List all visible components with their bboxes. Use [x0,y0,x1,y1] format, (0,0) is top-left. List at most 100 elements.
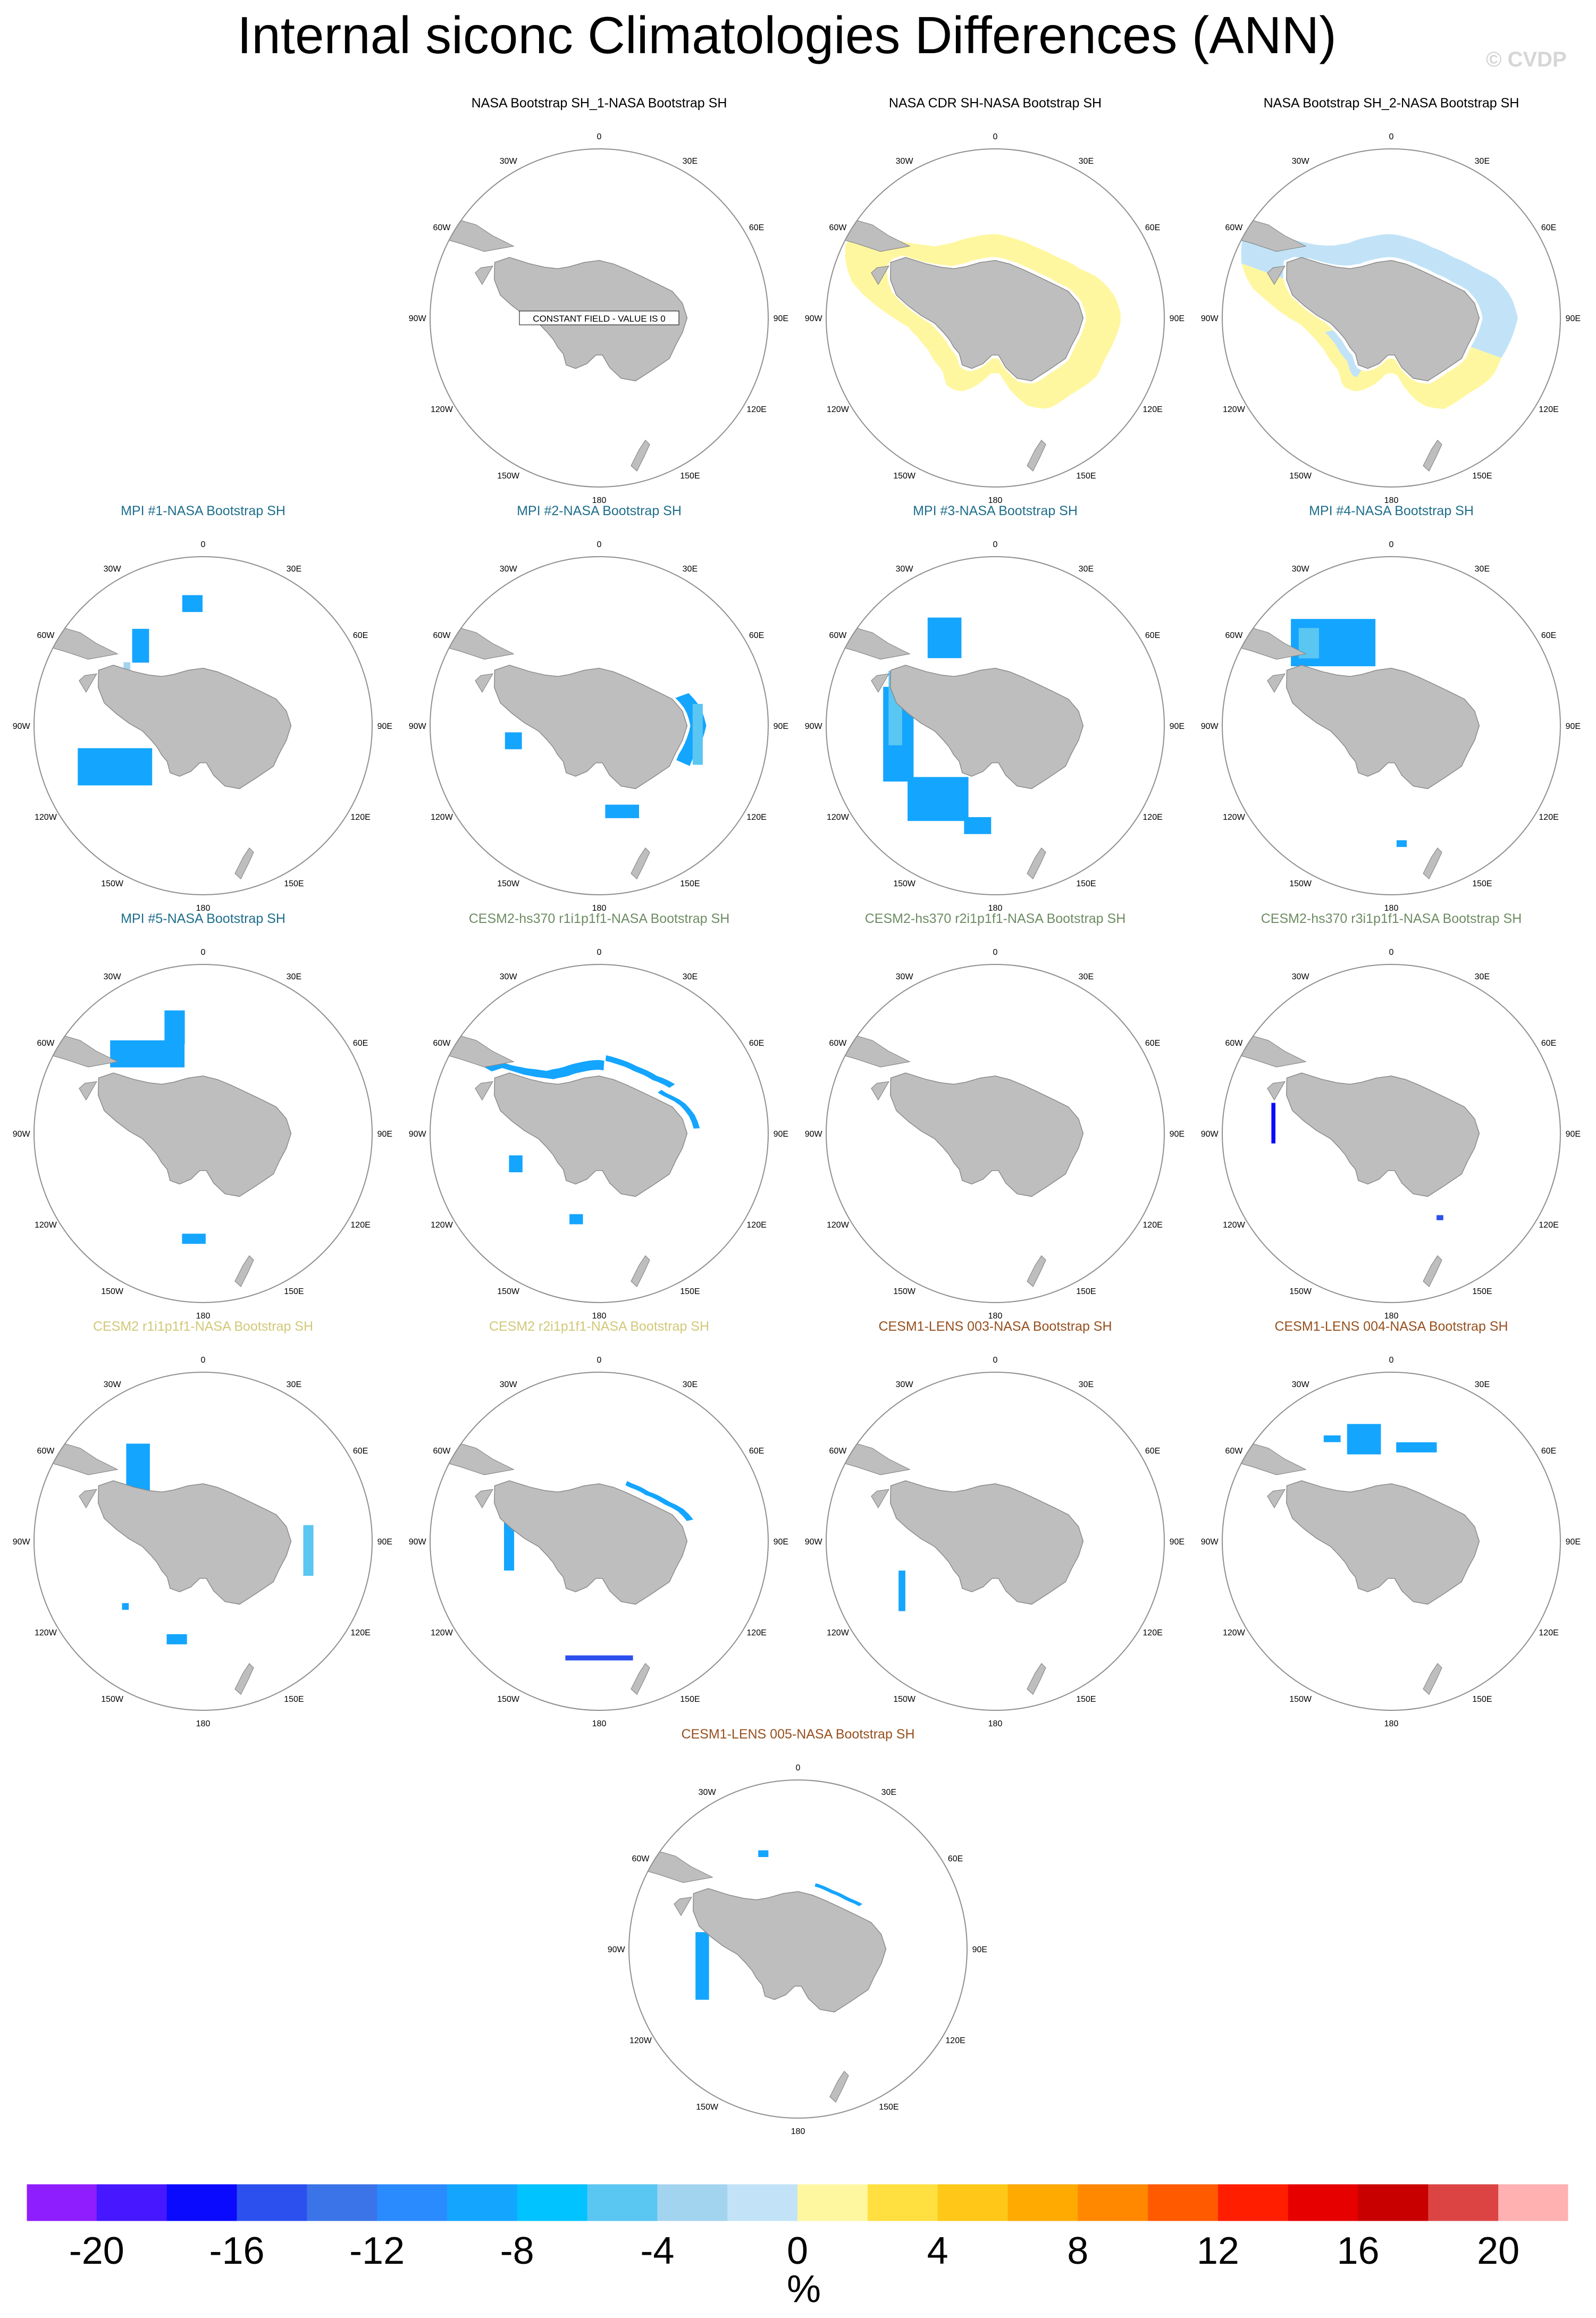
siconc-difference-area [1323,1435,1341,1442]
siconc-difference-area [605,1055,675,1088]
longitude-label: 0 [1389,132,1394,141]
longitude-label: 0 [597,1356,602,1365]
antarctica-landmass [98,1072,292,1197]
longitude-label: 0 [597,132,602,141]
longitude-label: 90E [1170,722,1185,731]
longitude-label: 120W [35,1628,57,1637]
longitude-label: 60E [1541,631,1556,640]
longitude-label: 60E [749,631,764,640]
longitude-label: 150W [1289,1287,1312,1296]
longitude-label: 90E [1566,1130,1581,1139]
new-zealand-landmass [829,2071,849,2103]
longitude-label: 150W [893,472,916,481]
longitude-label: 30E [683,157,698,166]
map-panel: 0 30E 60E 90E 120E 150E 180 150W 120W 90W 60W 30W [409,540,788,913]
longitude-label: 60W [433,223,451,232]
longitude-label: 120E [1143,405,1162,414]
longitude-label: 30E [1079,157,1094,166]
longitude-label: 120W [629,2036,652,2045]
longitude-label: 180 [988,1312,1003,1321]
colorbar-swatch [447,2184,518,2221]
siconc-difference-area [625,1481,694,1521]
longitude-label: 0 [201,948,206,957]
antarctic-peninsula [475,673,494,693]
longitude-label: 120E [350,813,370,822]
longitude-label: 60E [1145,1447,1160,1456]
longitude-label: 90W [13,722,31,731]
map-border-circle [1222,964,1561,1303]
antarctic-peninsula [1267,1081,1286,1101]
panel-title: MPI #5-NASA Bootstrap SH [121,911,285,926]
map-border-circle [430,964,769,1303]
longitude-label: 150W [497,1287,520,1296]
longitude-label: 150W [893,1287,916,1296]
longitude-label: 150W [101,879,124,888]
colorbar-swatch [1498,2184,1569,2221]
colorbar-swatch [1007,2184,1078,2221]
panel-title: NASA Bootstrap SH_1-NASA Bootstrap SH [471,96,727,111]
colorbar-swatch [797,2184,868,2221]
longitude-label: 90W [13,1130,31,1139]
longitude-label: 120E [1539,1221,1558,1230]
colorbar-swatch [1148,2184,1219,2221]
panel-title: MPI #4-NASA Bootstrap SH [1309,503,1474,518]
colorbar-tick-label: -20 [69,2230,124,2272]
longitude-label: 30W [896,1380,914,1389]
map-border-circle [33,964,373,1303]
new-zealand-landmass [234,1255,254,1287]
longitude-label: 60E [353,1039,368,1048]
longitude-label: 0 [993,1356,998,1365]
colorbar-swatch [307,2184,377,2221]
longitude-label: 90E [1566,1538,1581,1547]
antarctica-landmass [693,1888,887,2013]
longitude-label: 150E [1472,1287,1492,1296]
longitude-label: 90E [1566,314,1581,323]
longitude-label: 150E [680,1287,700,1296]
longitude-label: 120W [35,1221,57,1230]
antarctic-peninsula [1267,673,1286,693]
panel-title: NASA CDR SH-NASA Bootstrap SH [888,96,1102,111]
panel-title: MPI #1-NASA Bootstrap SH [121,503,285,518]
map-border-circle [826,556,1165,895]
map-border-circle [430,148,769,488]
panel-title: CESM1-LENS 004-NASA Bootstrap SH [1274,1319,1508,1334]
longitude-label: 90E [774,722,788,731]
longitude-label: 90W [409,1538,427,1547]
siconc-difference-area [605,804,639,818]
longitude-label: 30E [1079,565,1094,574]
longitude-label: 30E [1079,972,1094,981]
siconc-difference-area [927,617,962,658]
new-zealand-landmass [631,440,650,472]
longitude-label: 30W [500,972,518,981]
longitude-label: 30E [287,1380,301,1389]
longitude-label: 180 [196,1312,211,1321]
longitude-label: 120E [1143,1628,1162,1637]
longitude-label: 150E [1472,472,1492,481]
longitude-label: 30W [1292,157,1310,166]
map-panel: 0 30E 60E 90E 120E 150E 180 150W 120W 90W 60W 30W [13,1356,392,1728]
longitude-label: 60W [632,1854,650,1863]
siconc-difference-area [814,1883,862,1907]
map-panels: 0 30E 60E 90E 120E 150E 180 150W 120W 90W 60W 30W CO… [13,132,1581,2136]
longitude-label: 90E [1566,722,1581,731]
siconc-difference-area [658,1090,700,1129]
longitude-label: 60W [829,1447,847,1456]
antarctic-peninsula [79,673,98,693]
map-panel: 0 30E 60E 90E 120E 150E 180 150W 120W 90W 60W 30W [13,540,392,913]
longitude-label: 30W [1292,565,1310,574]
longitude-label: 30E [881,1788,896,1797]
longitude-label: 60E [749,1039,764,1048]
longitude-label: 30E [287,565,301,574]
colorbar-swatch [727,2184,798,2221]
longitude-label: 30E [683,972,698,981]
new-zealand-landmass [1423,440,1442,472]
longitude-label: 60E [1145,631,1160,640]
longitude-label: 120W [1223,1628,1246,1637]
longitude-label: 120W [827,1628,850,1637]
longitude-label: 90W [805,1538,823,1547]
longitude-label: 60W [1225,1039,1243,1048]
panel-title: CESM2-hs370 r3i1p1f1-NASA Bootstrap SH [1261,911,1522,926]
longitude-label: 120W [35,813,57,822]
longitude-label: 60E [948,1854,963,1863]
